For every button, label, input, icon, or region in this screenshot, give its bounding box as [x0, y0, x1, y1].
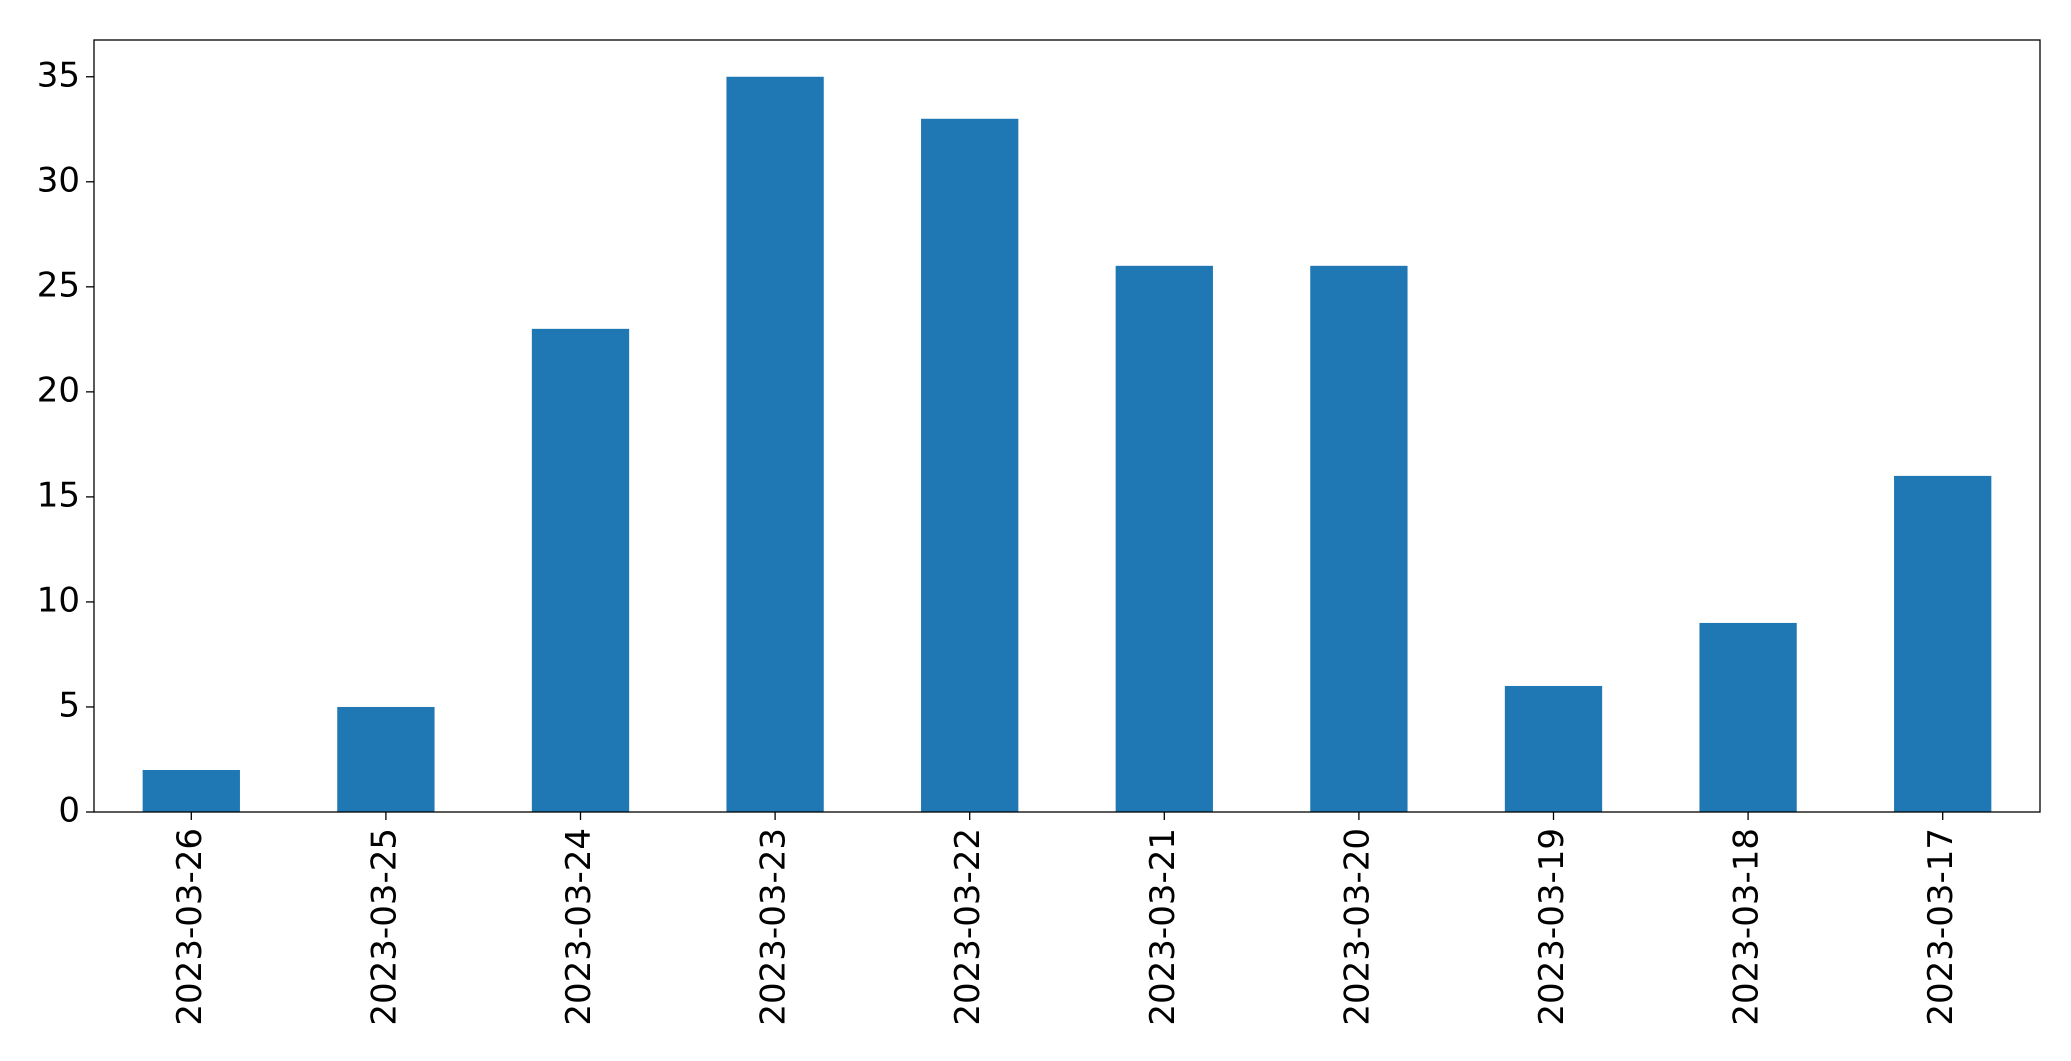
bar	[726, 76, 824, 812]
x-tick-label: 2023-03-25	[364, 828, 404, 1026]
x-tick-label: 2023-03-17	[1921, 828, 1961, 1026]
y-tick-label: 30	[37, 160, 80, 200]
y-tick-label: 0	[58, 791, 80, 831]
bar	[337, 706, 435, 812]
plot-frame	[93, 39, 2041, 813]
x-tick-label: 2023-03-26	[170, 828, 210, 1026]
bar	[1699, 622, 1797, 812]
bar	[1894, 475, 1992, 812]
y-tick-label: 5	[58, 685, 80, 725]
x-tick-label: 2023-03-23	[754, 828, 794, 1026]
y-tick-label: 35	[37, 55, 80, 95]
bar	[531, 328, 630, 812]
bar	[142, 769, 240, 812]
bar	[1310, 265, 1408, 812]
x-tick-label: 2023-03-18	[1727, 828, 1767, 1026]
x-tick-label: 2023-03-20	[1337, 828, 1377, 1026]
y-tick-label: 10	[37, 580, 80, 620]
bar	[1115, 265, 1213, 812]
bar	[921, 118, 1019, 812]
y-tick-label: 15	[37, 475, 80, 515]
x-tick-label: 2023-03-24	[559, 828, 599, 1026]
y-tick-label: 20	[37, 370, 80, 410]
x-tick-label: 2023-03-22	[948, 828, 988, 1026]
bar	[1504, 685, 1603, 812]
y-tick-label: 25	[37, 265, 80, 305]
x-tick-label: 2023-03-21	[1143, 828, 1183, 1026]
x-tick-label: 2023-03-19	[1532, 828, 1572, 1026]
